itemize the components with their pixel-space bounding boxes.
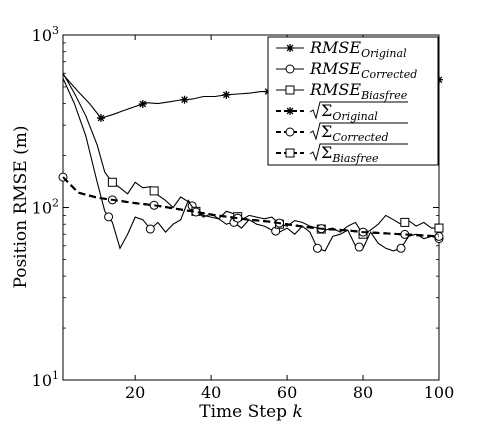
series-solid-biasfree-marker <box>434 223 444 233</box>
x-tick-label: 40 <box>201 383 221 402</box>
x-tick-label: 20 <box>125 383 145 402</box>
x-axis-label-text: Time Step <box>199 402 287 422</box>
series-solid-biasfree-marker <box>107 177 117 187</box>
y-tick-label: 101 <box>32 369 59 390</box>
x-axis-label-var: k <box>292 402 302 422</box>
series-solid-corrected-marker <box>145 224 155 234</box>
series-dashed-corrected-line <box>62 176 440 238</box>
series-dashed-biasfree-line <box>62 176 440 238</box>
x-tick-label: 100 <box>424 383 455 402</box>
legend-entry-dashed-biasfree-sqrt <box>309 143 408 162</box>
y-tick-label: 103 <box>32 24 59 45</box>
legend: RMSEOriginalRMSECorrectedRMSEBiasfreeΣOr… <box>267 36 439 166</box>
series-solid-original-marker <box>435 75 443 84</box>
legend-entry-solid-biasfree-label: RMSEBiasfree <box>309 80 408 102</box>
series-solid-corrected-marker <box>354 242 364 252</box>
y-axis-label: Position RMSE (m) <box>11 125 31 288</box>
legend-entry-dashed-corrected-sqrt <box>309 122 408 141</box>
legend-entry-dashed-original: ΣOriginal <box>276 101 408 123</box>
legend-entry-dashed-original-marker <box>286 107 294 115</box>
legend-entry-dashed-biasfree-label: ΣBiasfree <box>321 143 379 165</box>
series-solid-corrected-line <box>62 78 440 252</box>
legend-entry-dashed-biasfree-marker <box>285 148 295 158</box>
legend-entry-solid-original-label: RMSEOriginal <box>309 38 407 60</box>
legend-entry-solid-biasfree: RMSEBiasfree <box>276 80 408 102</box>
legend-entry-solid-original: RMSEOriginal <box>276 38 407 60</box>
series-solid-original-marker <box>180 95 189 104</box>
x-tick-label: 60 <box>277 383 297 402</box>
legend-entry-solid-corrected: RMSECorrected <box>276 59 417 81</box>
legend-entry-dashed-biasfree: ΣBiasfree <box>276 143 408 165</box>
legend-entry-dashed-original-label: ΣOriginal <box>321 101 378 123</box>
ticks-layer: 20 40 60 80 100 101 102 103 <box>32 24 455 402</box>
legend-entry-solid-biasfree-marker <box>285 85 295 95</box>
series-solid-corrected-marker <box>312 243 322 253</box>
series-solid-biasfree-marker <box>400 217 410 227</box>
legend-entry-dashed-corrected: ΣCorrected <box>276 122 408 144</box>
series-dashed-biasfree <box>62 176 440 238</box>
series-solid-original-marker <box>138 99 147 108</box>
series-solid-corrected-marker <box>104 212 114 222</box>
series-solid-original-marker <box>96 114 105 123</box>
series-solid-biasfree-line <box>62 73 439 235</box>
legend-entry-dashed-original-sqrt <box>309 101 408 120</box>
legend-entry-solid-corrected-marker <box>285 64 295 74</box>
legend-entry-dashed-corrected-label: ΣCorrected <box>321 122 389 144</box>
series-solid-biasfree-marker <box>149 186 159 196</box>
series-solid-original-marker <box>222 90 231 99</box>
legend-entry-solid-original-marker <box>286 44 294 52</box>
series-solid-corrected-marker <box>396 243 406 253</box>
x-tick-label: 80 <box>353 383 373 402</box>
legend-entry-solid-corrected-label: RMSECorrected <box>309 59 417 81</box>
legend-entry-dashed-corrected-marker <box>285 127 295 137</box>
y-tick-label: 102 <box>32 197 59 218</box>
series-dashed-original-line <box>62 176 440 238</box>
x-axis-label: Time Step k <box>199 402 303 422</box>
